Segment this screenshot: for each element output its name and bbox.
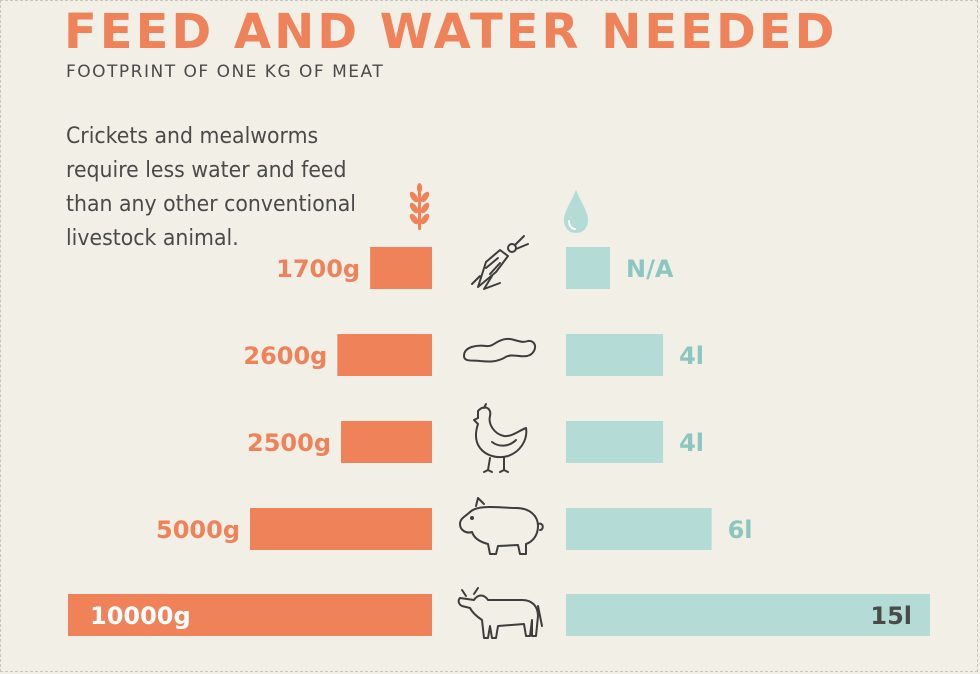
water-bar-pig <box>566 508 712 550</box>
water-drop-icon <box>564 190 588 233</box>
wheat-icon <box>409 183 430 230</box>
pig-icon <box>459 497 544 555</box>
water-label-pig: 6l <box>728 516 753 544</box>
feed-label-cricket: 1700g <box>276 255 360 283</box>
cow-icon <box>457 587 543 639</box>
feed-bar-cricket <box>370 247 432 289</box>
water-label-chicken: 4l <box>679 429 704 457</box>
chicken-icon <box>473 403 528 473</box>
water-bar-chicken <box>566 421 664 463</box>
feed-label-mealworm: 2600g <box>243 342 327 370</box>
water-bar-cricket <box>566 247 610 289</box>
feed-bar-cow <box>68 594 432 636</box>
feed-label-pig: 5000g <box>156 516 240 544</box>
mealworm-icon <box>463 337 536 363</box>
feed-label-chicken: 2500g <box>247 429 331 457</box>
water-label-cricket: N/A <box>626 255 674 283</box>
cricket-icon <box>471 235 529 290</box>
intro-text: Crickets and mealworms require less wate… <box>66 124 356 251</box>
water-label-cow: 15l <box>870 602 912 630</box>
page-title: FEED AND WATER NEEDED <box>64 4 838 60</box>
feed-label-cow: 10000g <box>90 602 191 630</box>
water-bar-mealworm <box>566 334 664 376</box>
water-label-mealworm: 4l <box>679 342 704 370</box>
feed-bar-pig <box>250 508 432 550</box>
page-subtitle: FOOTPRINT OF ONE KG OF MEAT <box>66 62 385 82</box>
water-bar-cow <box>566 594 930 636</box>
feed-bar-chicken <box>341 421 432 463</box>
feed-bar-mealworm <box>337 334 432 376</box>
